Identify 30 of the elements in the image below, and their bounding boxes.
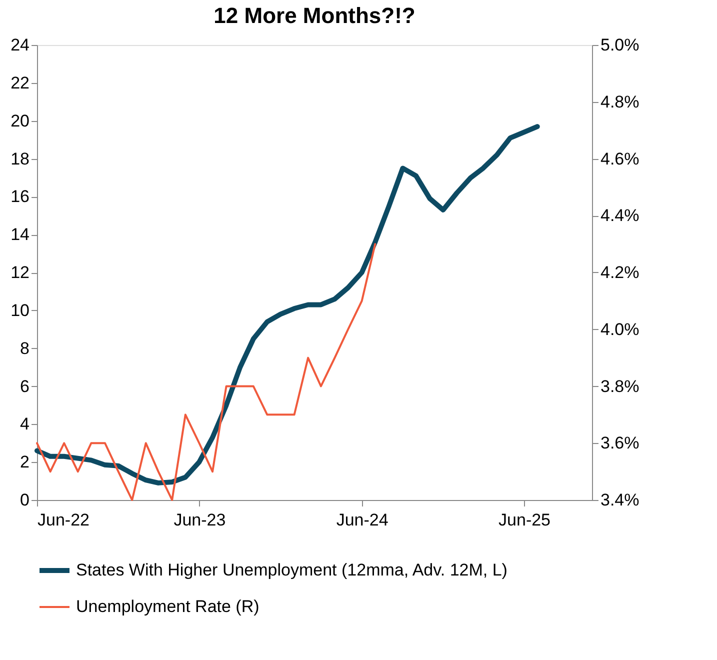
y2-tick-label: 4.6% xyxy=(600,149,640,168)
y-tick-label: 20 xyxy=(10,111,30,130)
y2-tick-label: 4.8% xyxy=(600,92,640,112)
y2-tick-label: 3.4% xyxy=(600,490,640,510)
y2-tick-label: 4.2% xyxy=(600,263,640,282)
x-tick-label: Jun-24 xyxy=(336,510,388,530)
y2-tick-label: 5.0% xyxy=(600,36,640,54)
y2-tick-label: 4.0% xyxy=(600,320,640,339)
y-tick-label: 10 xyxy=(10,300,30,320)
y-tick-label: 0 xyxy=(20,490,30,510)
x-tick-label: Jun-22 xyxy=(38,510,90,530)
y-tick-label: 4 xyxy=(20,414,30,434)
y2-tick-label: 3.8% xyxy=(600,376,640,396)
legend-label: States With Higher Unemployment (12mma, Adv. 12M, L) xyxy=(76,560,508,580)
y-tick-label: 2 xyxy=(20,452,30,472)
x-tick-label: Jun-25 xyxy=(498,510,551,530)
y2-tick-label: 3.6% xyxy=(600,434,640,453)
y-tick-label: 6 xyxy=(20,376,30,396)
y-tick-label: 14 xyxy=(10,225,30,244)
y2-tick-label: 4.4% xyxy=(600,206,640,226)
x-tick-label: Jun-23 xyxy=(174,510,226,530)
y-tick-label: 12 xyxy=(10,263,30,282)
legend-label: Unemployment Rate (R) xyxy=(76,597,260,616)
y-tick-label: 24 xyxy=(10,36,30,54)
chart-title: 12 More Months?!? xyxy=(214,3,416,28)
line-series xyxy=(36,243,376,501)
y-tick-label: 16 xyxy=(10,187,30,206)
y-tick-label: 18 xyxy=(10,149,30,168)
y-tick-label: 22 xyxy=(10,73,30,92)
y-tick-label: 8 xyxy=(20,338,30,358)
